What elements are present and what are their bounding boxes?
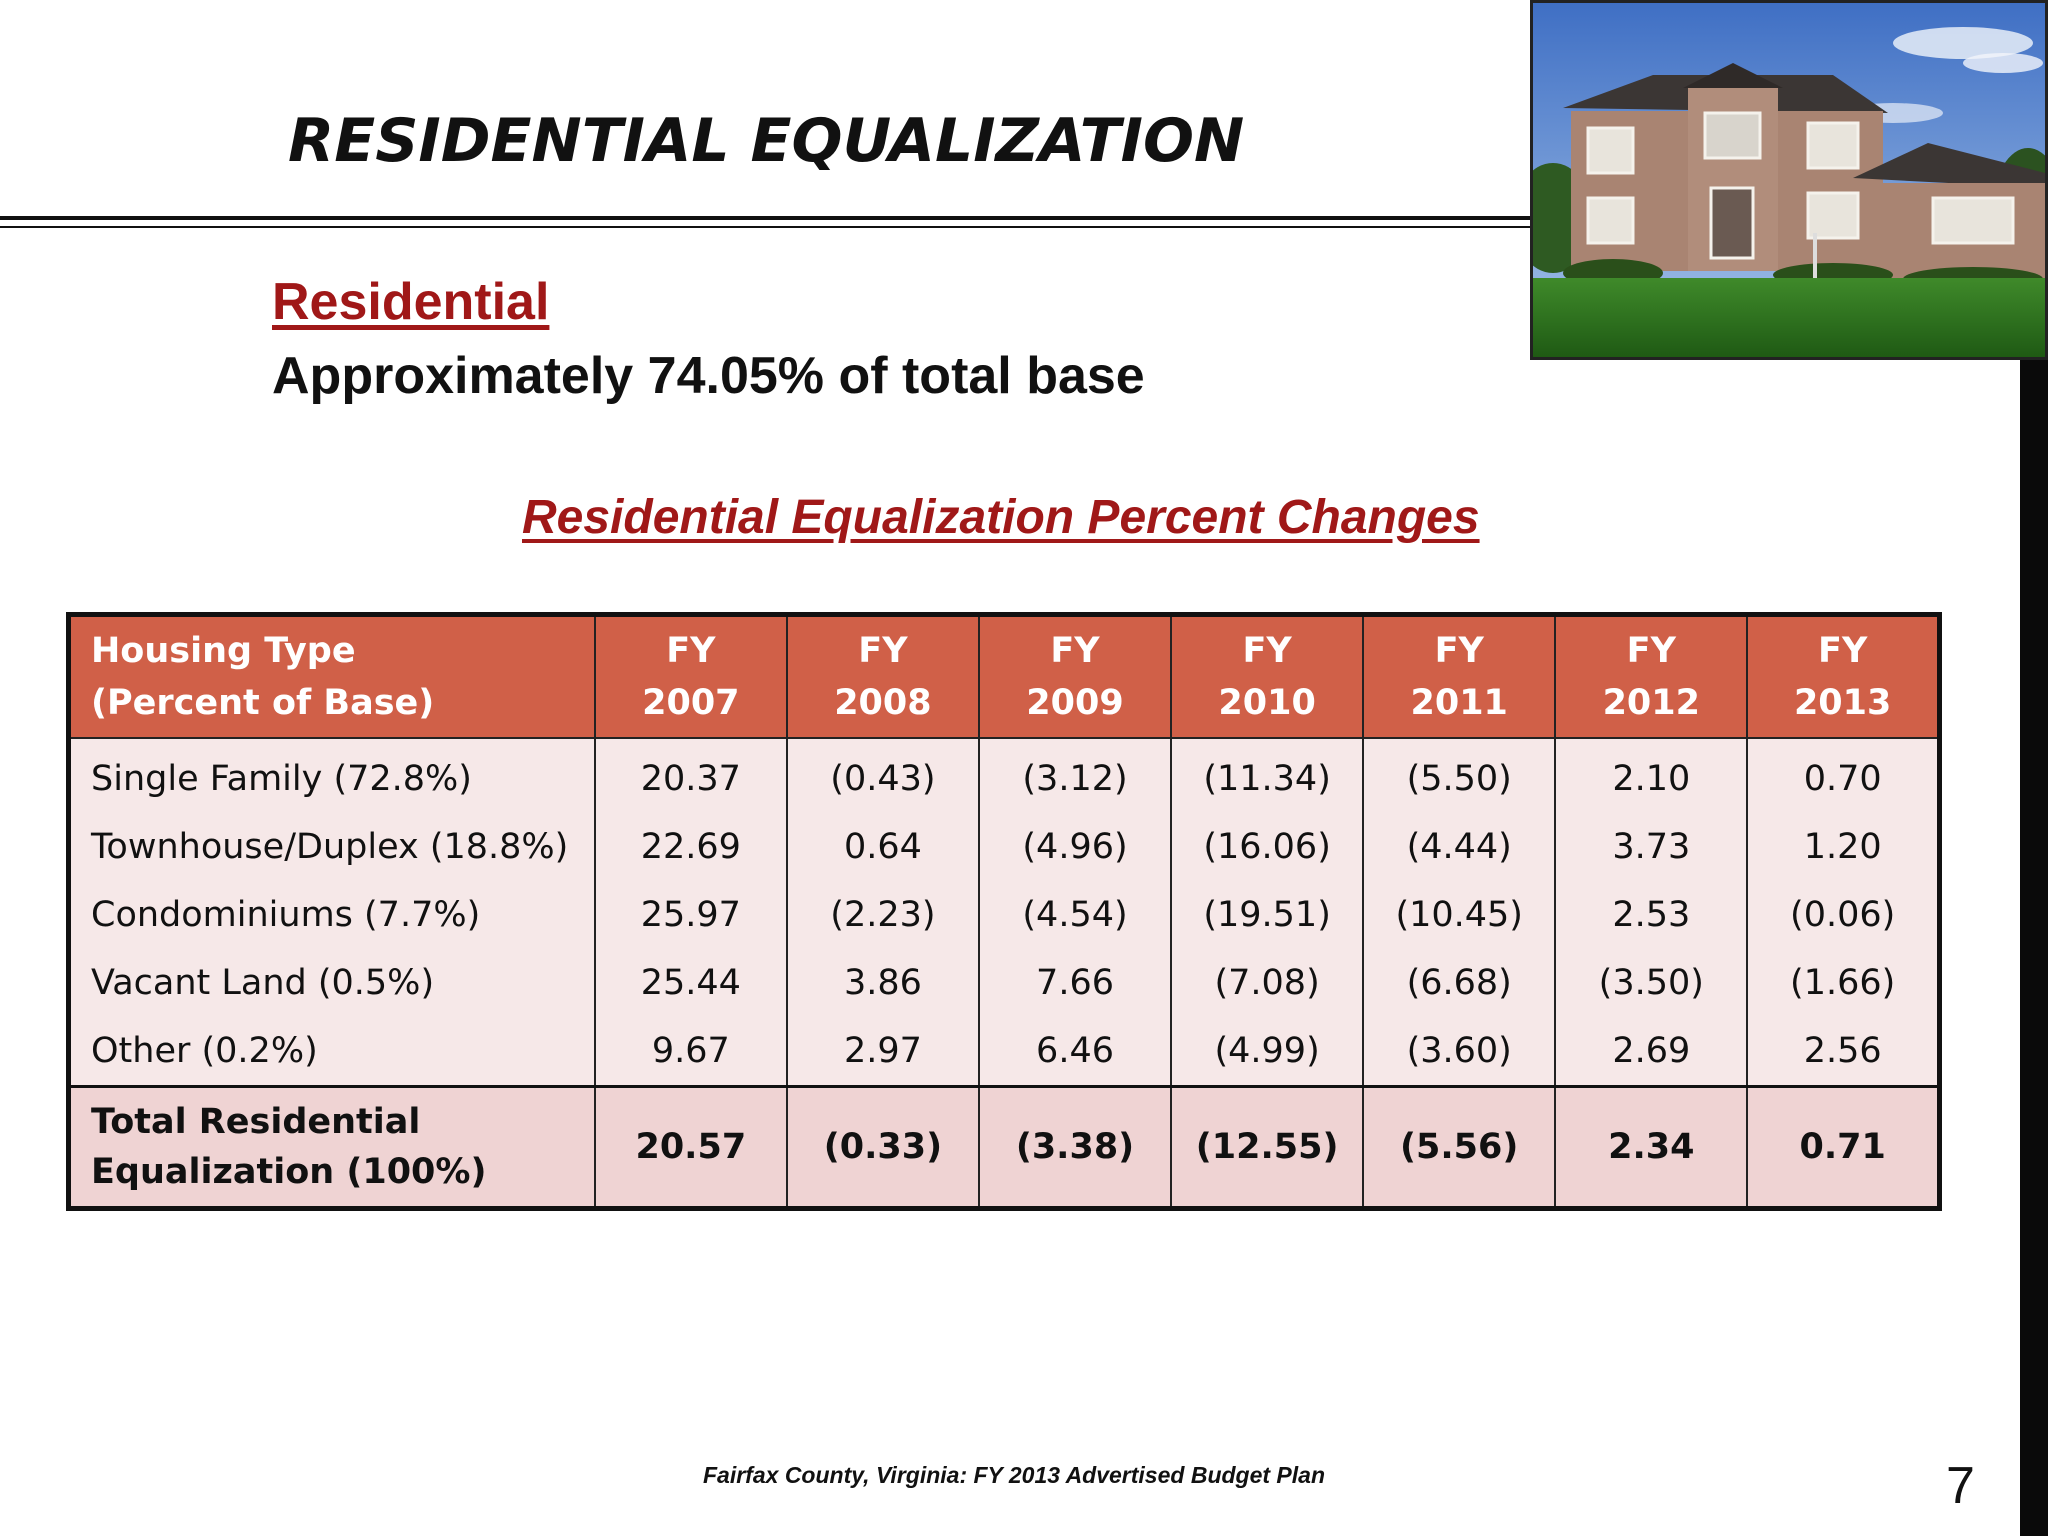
cell-value: 2.53	[1554, 881, 1749, 949]
title-rule-thin	[0, 226, 1532, 228]
total-value: 20.57	[593, 1085, 788, 1210]
table-row: Townhouse/Duplex (18.8%) 22.69 0.64 (4.9…	[67, 813, 1941, 881]
right-edge-bar	[2020, 360, 2048, 1536]
table-row: Single Family (72.8%) 20.37 (0.43) (3.12…	[67, 738, 1941, 813]
row-label: Townhouse/Duplex (18.8%)	[67, 813, 596, 881]
page-number: 7	[1946, 1457, 1975, 1515]
cell-value: (4.99)	[1170, 1017, 1365, 1087]
slide-title: RESIDENTIAL EQUALIZATION	[288, 106, 1245, 176]
row-label: Other (0.2%)	[67, 1017, 596, 1087]
row-label: Single Family (72.8%)	[67, 738, 596, 813]
header-year-value: 2013	[1793, 683, 1892, 723]
cell-value: (0.06)	[1746, 881, 1941, 949]
cell-value: 6.46	[977, 1017, 1173, 1087]
header-year-prefix: FY	[858, 631, 908, 671]
total-row: Total Residential Equalization (100%) 20…	[67, 1085, 1941, 1210]
header-year-value: 2012	[1602, 683, 1700, 723]
cell-value: 1.20	[1746, 813, 1941, 881]
cell-value: (2.23)	[785, 881, 980, 949]
cell-value: 0.70	[1746, 738, 1941, 813]
total-label: Total Residential Equalization (100%)	[67, 1085, 596, 1210]
header-year-value: 2009	[1026, 683, 1124, 723]
cell-value: (19.51)	[1170, 881, 1365, 949]
header-year: FY 2012	[1554, 613, 1749, 739]
total-label-line2: Equalization (100%)	[91, 1152, 487, 1192]
cell-value: 2.69	[1554, 1017, 1749, 1087]
header-year-prefix: FY	[1050, 631, 1100, 671]
table-row: Vacant Land (0.5%) 25.44 3.86 7.66 (7.08…	[67, 949, 1941, 1017]
table-row: Other (0.2%) 9.67 2.97 6.46 (4.99) (3.60…	[67, 1017, 1941, 1087]
cell-value: (4.54)	[977, 881, 1173, 949]
cell-value: (7.08)	[1170, 949, 1365, 1017]
header-year: FY 2010	[1170, 613, 1365, 739]
total-value: (0.33)	[785, 1085, 980, 1210]
total-value: 2.34	[1554, 1085, 1749, 1210]
header-year: FY 2013	[1746, 613, 1941, 739]
header-year: FY 2008	[785, 613, 980, 739]
title-rule-thick	[0, 216, 1532, 220]
table-header-row: Housing Type (Percent of Base) FY 2007 FY…	[67, 613, 1941, 739]
header-year-prefix: FY	[1434, 631, 1484, 671]
cell-value: (3.50)	[1554, 949, 1749, 1017]
cell-value: 25.44	[593, 949, 788, 1017]
cell-value: (11.34)	[1170, 738, 1365, 813]
total-label-line1: Total Residential	[91, 1102, 421, 1142]
header-year-prefix: FY	[666, 631, 716, 671]
total-value: 0.71	[1746, 1085, 1941, 1210]
footer-text: Fairfax County, Virginia: FY 2013 Advert…	[703, 1462, 1325, 1488]
cell-value: 25.97	[593, 881, 788, 949]
header-year-value: 2010	[1218, 683, 1316, 723]
total-value: (5.56)	[1362, 1085, 1557, 1210]
header-year-prefix: FY	[1242, 631, 1292, 671]
cell-value: (0.43)	[785, 738, 980, 813]
total-value: (12.55)	[1170, 1085, 1365, 1210]
cell-value: (4.96)	[977, 813, 1173, 881]
cell-value: (1.66)	[1746, 949, 1941, 1017]
cell-value: (10.45)	[1362, 881, 1557, 949]
total-value: (3.38)	[977, 1085, 1173, 1210]
cell-value: 3.86	[785, 949, 980, 1017]
cell-value: 22.69	[593, 813, 788, 881]
header-year: FY 2009	[977, 613, 1173, 739]
footer-source: Fairfax County, Virginia: FY 2013 Advert…	[0, 1462, 2048, 1489]
header-year-value: 2011	[1410, 683, 1508, 723]
row-label: Condominiums (7.7%)	[67, 881, 596, 949]
house-photo	[1530, 0, 2048, 360]
table-row: Condominiums (7.7%) 25.97 (2.23) (4.54) …	[67, 881, 1941, 949]
cell-value: 9.67	[593, 1017, 788, 1087]
equalization-table: Housing Type (Percent of Base) FY 2007 FY…	[66, 612, 1942, 1211]
header-year-prefix: FY	[1626, 631, 1676, 671]
header-year: FY 2011	[1362, 613, 1557, 739]
section-subheading: Approximately 74.05% of total base	[272, 347, 1145, 405]
header-year: FY 2007	[593, 613, 788, 739]
header-label-line1: Housing Type	[91, 631, 356, 671]
cell-value: (3.12)	[977, 738, 1173, 813]
header-year-value: 2008	[834, 683, 932, 723]
house-image	[1533, 3, 2045, 357]
cell-value: (5.50)	[1362, 738, 1557, 813]
header-year-prefix: FY	[1818, 631, 1868, 671]
cell-value: (3.60)	[1362, 1017, 1557, 1087]
cell-value: (16.06)	[1170, 813, 1365, 881]
header-label-line2: (Percent of Base)	[91, 683, 435, 723]
cell-value: 7.66	[977, 949, 1173, 1017]
cell-value: 2.56	[1746, 1017, 1941, 1087]
cell-value: (4.44)	[1362, 813, 1557, 881]
cell-value: 3.73	[1554, 813, 1749, 881]
cell-value: 20.37	[593, 738, 788, 813]
cell-value: 0.64	[785, 813, 980, 881]
section-heading: Residential	[272, 273, 550, 331]
cell-value: 2.97	[785, 1017, 980, 1087]
header-year-value: 2007	[642, 683, 740, 723]
cell-value: (6.68)	[1362, 949, 1557, 1017]
header-housing-type: Housing Type (Percent of Base)	[67, 613, 596, 739]
row-label: Vacant Land (0.5%)	[67, 949, 596, 1017]
table-title: Residential Equalization Percent Changes	[522, 491, 1480, 544]
cell-value: 2.10	[1554, 738, 1749, 813]
